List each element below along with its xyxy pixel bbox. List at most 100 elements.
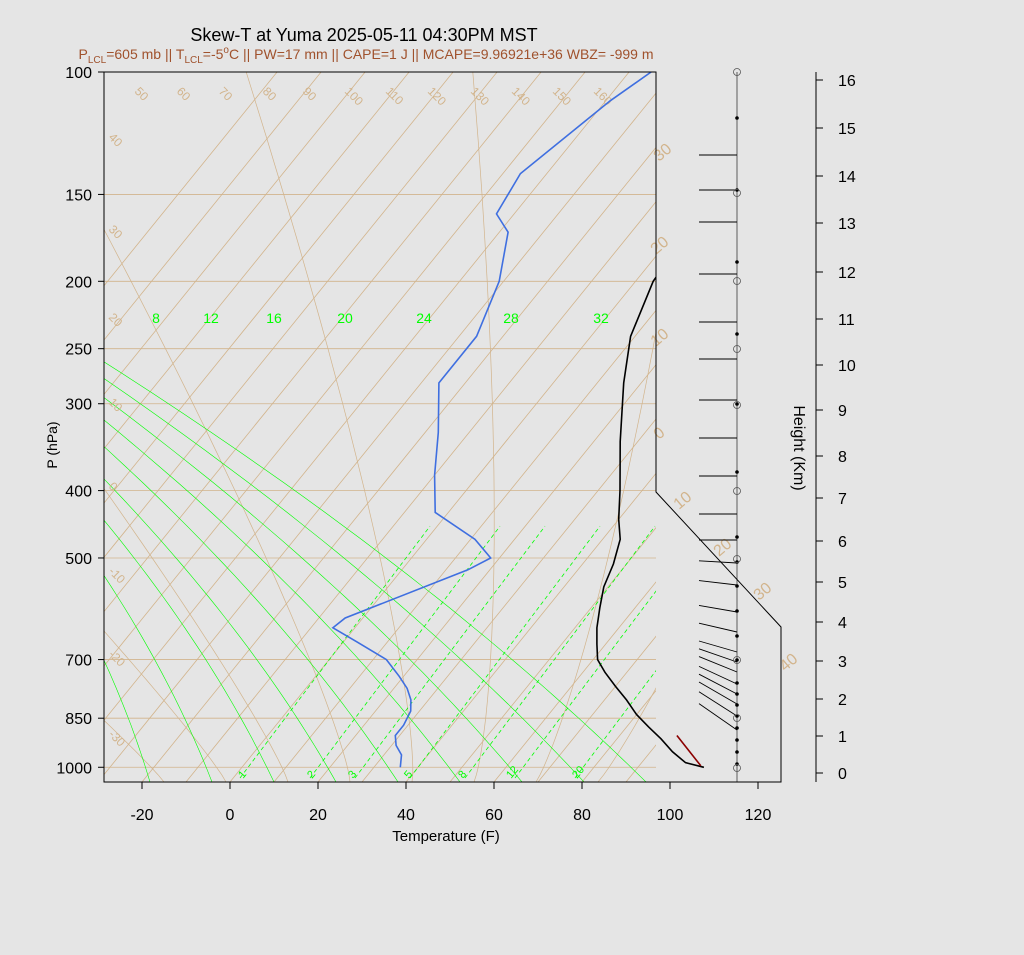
wind-level-dot xyxy=(735,681,739,685)
mixing-ratio-top-label: 32 xyxy=(593,310,609,326)
dry-adiabat-line xyxy=(104,487,289,782)
subtitle-lcl-t: T xyxy=(176,46,185,62)
mixing-ratio-bottom-label: 1 xyxy=(236,769,249,781)
axes: -20 0 20 40 60 80 100 1201001502002503004005007… xyxy=(56,65,855,824)
moist-adiabat-line xyxy=(104,446,399,782)
wind-level-dot xyxy=(735,116,739,120)
dry-adiabat-line xyxy=(597,687,656,782)
x-tick-label: 0 xyxy=(226,807,235,824)
chart-title: Skew-T at Yuma 2025-05-11 04:30PM MST xyxy=(190,25,537,45)
mixing-ratio-bottom-label: 3 xyxy=(346,769,359,781)
wind-level-dot xyxy=(735,609,739,613)
height-tick-label: 14 xyxy=(838,169,856,186)
x-tick-label: 120 xyxy=(745,807,772,824)
isotherm-left-label: 40 xyxy=(106,130,126,150)
isotherm-top-label: 80 xyxy=(260,84,280,104)
x-tick-label: -20 xyxy=(130,807,153,824)
wind-level-dot xyxy=(735,658,739,662)
wind-level-dot xyxy=(735,634,739,638)
series-clip-group xyxy=(331,72,781,769)
isotherm-line xyxy=(625,744,656,782)
y-tick-label: 1000 xyxy=(56,760,92,777)
wind-barbs xyxy=(698,68,741,782)
isotherm-line xyxy=(185,201,656,782)
height-tick-label: 12 xyxy=(838,265,856,282)
subtitle-rest: C || PW=17 mm || CAPE=1 J || MCAPE=9.969… xyxy=(229,46,654,62)
moist-adiabat-line xyxy=(104,397,523,782)
wind-barb xyxy=(698,622,738,633)
mixing-ratio-bottom-label: 2 xyxy=(305,769,318,781)
moist-adiabat-line xyxy=(104,478,337,782)
height-tick-label: 9 xyxy=(838,403,847,420)
y-axis-label: P (hPa) xyxy=(44,421,60,468)
wind-barb xyxy=(698,681,738,705)
dry-adiabat-line xyxy=(784,72,1024,782)
wind-calm-circle xyxy=(733,277,741,285)
wind-level-dot xyxy=(735,584,739,588)
y-tick-label: 200 xyxy=(65,274,92,291)
wind-barb xyxy=(698,691,738,717)
dry-adiabat-line xyxy=(722,72,1024,782)
x-axis-label: Temperature (F) xyxy=(392,828,500,845)
mixing-ratio-line xyxy=(514,590,656,779)
wind-calm-circle xyxy=(733,401,741,409)
wind-barb xyxy=(698,560,738,564)
wind-barb xyxy=(698,703,738,731)
mixing-ratio-top-label: 12 xyxy=(203,310,219,326)
wind-barb xyxy=(698,640,738,653)
subtitle-degree: o xyxy=(223,45,229,56)
wind-calm-circle xyxy=(733,68,741,76)
mixing-ratio-line xyxy=(354,525,546,779)
isotherm-line xyxy=(405,472,656,782)
isotherm-right-label: 30 xyxy=(651,141,676,166)
wind-barb xyxy=(698,648,738,663)
height-tick-label: 3 xyxy=(838,654,847,671)
isotherm-line xyxy=(449,527,656,782)
isotherm-top-label: 100 xyxy=(342,84,366,108)
height-tick-label: 15 xyxy=(838,121,856,138)
y-tick-label: 400 xyxy=(65,484,92,501)
moist-adiabat-line xyxy=(104,519,275,782)
wind-level-dot xyxy=(735,260,739,264)
wind-barb xyxy=(698,673,738,695)
series-temperature-line xyxy=(596,72,781,769)
height-tick-label: 6 xyxy=(838,534,847,551)
wind-calm-circle xyxy=(733,487,741,495)
wind-level-dot xyxy=(735,692,739,696)
height-tick-label: 13 xyxy=(838,216,856,233)
plot-border xyxy=(103,71,782,783)
height-tick-label: 5 xyxy=(838,575,847,592)
wind-level-dot xyxy=(735,560,739,564)
height-tick-label: 7 xyxy=(838,491,847,508)
wind-barb xyxy=(698,656,738,673)
isotherm-line xyxy=(802,72,1024,782)
wind-calm-circle xyxy=(733,714,741,722)
wind-level-dot xyxy=(735,188,739,192)
isotherm-top-label: 120 xyxy=(425,84,449,108)
isotherm-line xyxy=(104,72,410,450)
isotherm-line xyxy=(104,72,586,667)
height-tick-label: 10 xyxy=(838,358,856,375)
wind-level-dot xyxy=(735,738,739,742)
isotherm-line xyxy=(104,72,498,558)
isotherm-top-label: 140 xyxy=(509,84,533,108)
wind-level-dot xyxy=(735,762,739,766)
mixing-ratio-top-label: 8 xyxy=(152,310,160,326)
wind-calm-circle xyxy=(733,555,741,563)
dry-adiabat-line xyxy=(104,719,165,782)
wind-level-dot xyxy=(735,726,739,730)
wind-level-dot xyxy=(735,332,739,336)
isotherm-right-label: 0 xyxy=(651,424,669,443)
isotherm-line xyxy=(714,72,1024,782)
isotherm-top-label: 50 xyxy=(132,84,152,104)
height-tick-label: 1 xyxy=(838,729,847,746)
subtitle-lcl-p-value: =605 mb || xyxy=(106,46,176,62)
mixing-ratio-bottom-label: 5 xyxy=(402,769,415,781)
x-tick-label: 40 xyxy=(397,807,415,824)
y-tick-label: 300 xyxy=(65,397,92,414)
mixing-ratio-top-label: 20 xyxy=(337,310,353,326)
subtitle-lcl-p: P xyxy=(79,46,88,62)
isotherm-right-label: 20 xyxy=(711,536,736,561)
wind-level-dot xyxy=(735,470,739,474)
